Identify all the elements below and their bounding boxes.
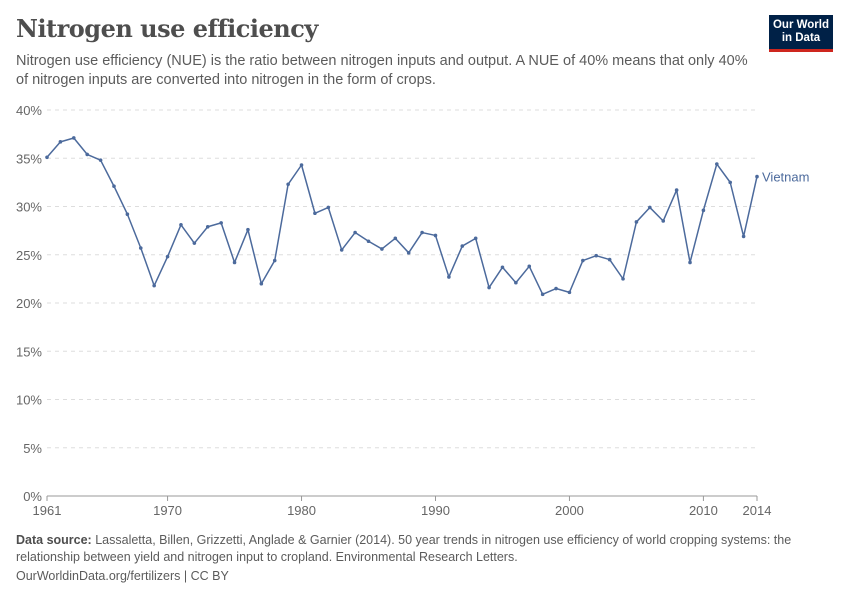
data-point (98, 158, 103, 162)
data-point (420, 230, 424, 235)
data-point (219, 221, 223, 225)
y-tick-label: 20% (16, 296, 42, 311)
data-point (634, 220, 639, 224)
data-point (594, 253, 599, 258)
data-point (205, 224, 210, 229)
y-tick-label: 10% (16, 393, 42, 408)
data-point (125, 212, 130, 217)
data-point (299, 163, 304, 167)
data-point (179, 223, 183, 227)
data-point (741, 234, 746, 239)
data-point (621, 277, 625, 281)
y-tick-label: 30% (16, 200, 42, 215)
data-point (688, 260, 692, 265)
data-point (313, 211, 317, 216)
data-point (58, 140, 63, 144)
data-point (728, 180, 733, 185)
data-point (701, 208, 706, 213)
data-point (232, 260, 237, 265)
x-tick-label: 1980 (287, 503, 316, 518)
data-point (460, 244, 465, 248)
data-point (500, 265, 505, 270)
x-tick-label: 1961 (33, 503, 62, 518)
data-point (339, 248, 344, 252)
y-tick-label: 0% (23, 489, 42, 504)
data-point (648, 205, 652, 210)
data-point (326, 205, 331, 210)
data-point (607, 257, 612, 262)
data-point (447, 275, 451, 279)
x-tick-label: 1970 (153, 503, 182, 518)
source-label: Data source: (16, 533, 92, 547)
data-point (71, 136, 76, 140)
data-point (192, 241, 197, 245)
data-point (674, 188, 679, 192)
data-point (165, 254, 170, 259)
data-point (527, 264, 532, 269)
data-point (246, 227, 250, 232)
owid-logo[interactable]: Our World in Data (769, 15, 833, 52)
data-point (554, 286, 558, 291)
chart-title: Nitrogen use efficiency (16, 14, 318, 43)
data-point (259, 281, 264, 286)
source-text: Lassaletta, Billen, Grizzetti, Anglade &… (16, 533, 792, 564)
credit-link[interactable]: OurWorldinData.org/fertilizers | CC BY (16, 569, 229, 583)
data-point (473, 236, 478, 241)
x-tick-label: 1990 (421, 503, 450, 518)
y-tick-label: 25% (16, 248, 42, 263)
y-tick-label: 35% (16, 151, 42, 166)
x-tick-label: 2010 (689, 503, 718, 518)
data-point (272, 258, 277, 263)
y-tick-label: 40% (16, 103, 42, 118)
series-label: Vietnam (762, 170, 809, 185)
data-point (112, 184, 116, 189)
data-point (380, 247, 384, 251)
data-point (152, 283, 156, 288)
data-point (45, 155, 49, 160)
data-point (540, 292, 545, 297)
data-point (567, 290, 572, 295)
chart-subtitle: Nitrogen use efficiency (NUE) is the rat… (16, 53, 748, 88)
series-line-vietnam (46, 137, 758, 296)
y-tick-label: 15% (16, 344, 42, 359)
data-source: Data source: Lassaletta, Billen, Grizzet… (16, 532, 816, 566)
data-point (85, 152, 89, 157)
data-point (393, 236, 398, 241)
data-point (138, 246, 143, 250)
data-point (755, 174, 759, 179)
data-point (715, 162, 719, 166)
data-point (487, 285, 491, 290)
x-tick-label: 2014 (743, 503, 772, 518)
data-point (514, 280, 518, 285)
x-tick-label: 2000 (555, 503, 584, 518)
y-tick-label: 5% (23, 441, 42, 456)
data-point (581, 258, 585, 263)
data-point (406, 251, 411, 255)
data-point (661, 219, 666, 223)
data-point (353, 230, 357, 235)
data-point (433, 233, 438, 238)
data-point (286, 182, 290, 187)
data-point (366, 239, 371, 244)
